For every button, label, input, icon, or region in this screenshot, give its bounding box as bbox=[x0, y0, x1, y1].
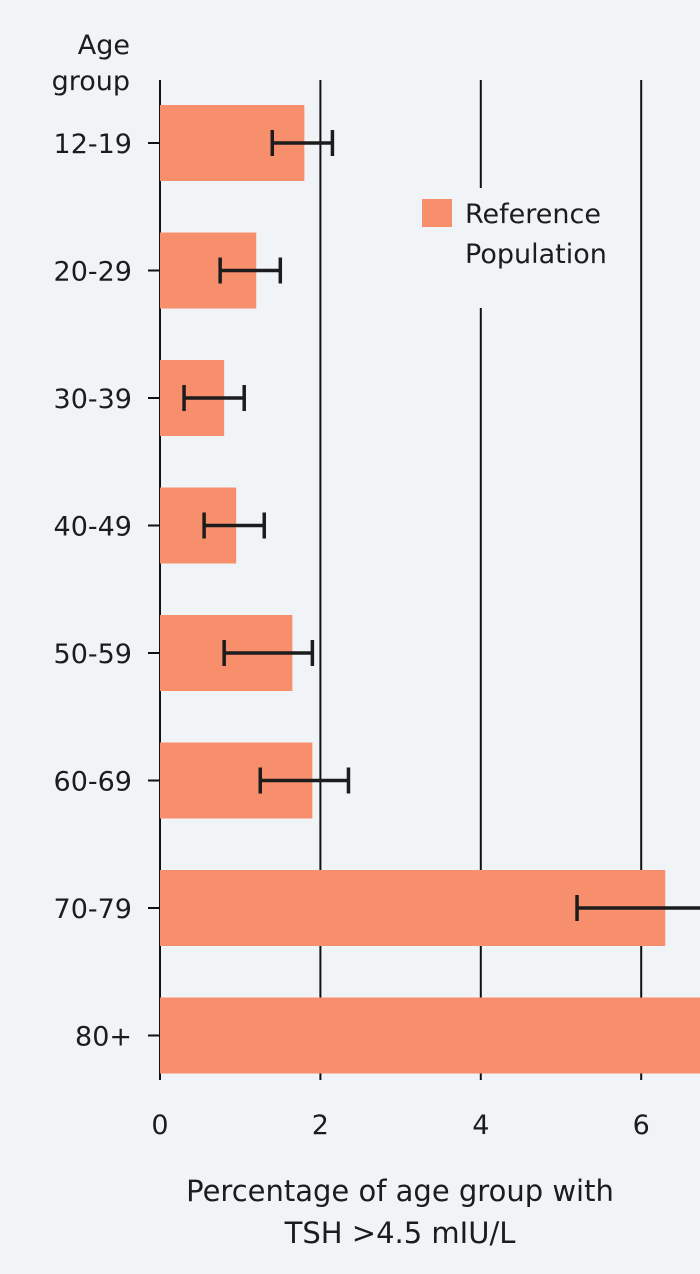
category-label: 12-19 bbox=[54, 129, 132, 160]
category-label: 20-29 bbox=[54, 257, 132, 288]
x-tick-label: 4 bbox=[472, 1110, 489, 1141]
y-axis-title-line2: group bbox=[52, 66, 130, 97]
category-label: 50-59 bbox=[54, 639, 132, 670]
bar bbox=[160, 997, 700, 1074]
x-tick-label: 6 bbox=[633, 1110, 650, 1141]
category-label: 70-79 bbox=[54, 894, 132, 925]
category-label: 80+ bbox=[75, 1022, 132, 1053]
x-axis-title-line2: TSH >4.5 mIU/L bbox=[284, 1216, 516, 1250]
legend-label-line2: Population bbox=[465, 239, 607, 270]
bar-layer bbox=[160, 105, 700, 1074]
x-axis-title-line1: Percentage of age group with bbox=[186, 1174, 614, 1208]
legend-swatch bbox=[422, 199, 452, 227]
y-axis-title-line1: Age bbox=[78, 30, 130, 61]
x-tick-label: 0 bbox=[151, 1110, 168, 1141]
category-label: 60-69 bbox=[54, 767, 132, 798]
tick-label-layer: 02468101212-1920-2930-3940-4950-5960-697… bbox=[54, 129, 650, 1141]
legend: Reference Population bbox=[422, 199, 607, 270]
category-label: 30-39 bbox=[54, 384, 132, 415]
x-tick-label: 2 bbox=[312, 1110, 329, 1141]
legend-label-line1: Reference bbox=[465, 199, 601, 230]
category-label: 40-49 bbox=[54, 512, 132, 543]
